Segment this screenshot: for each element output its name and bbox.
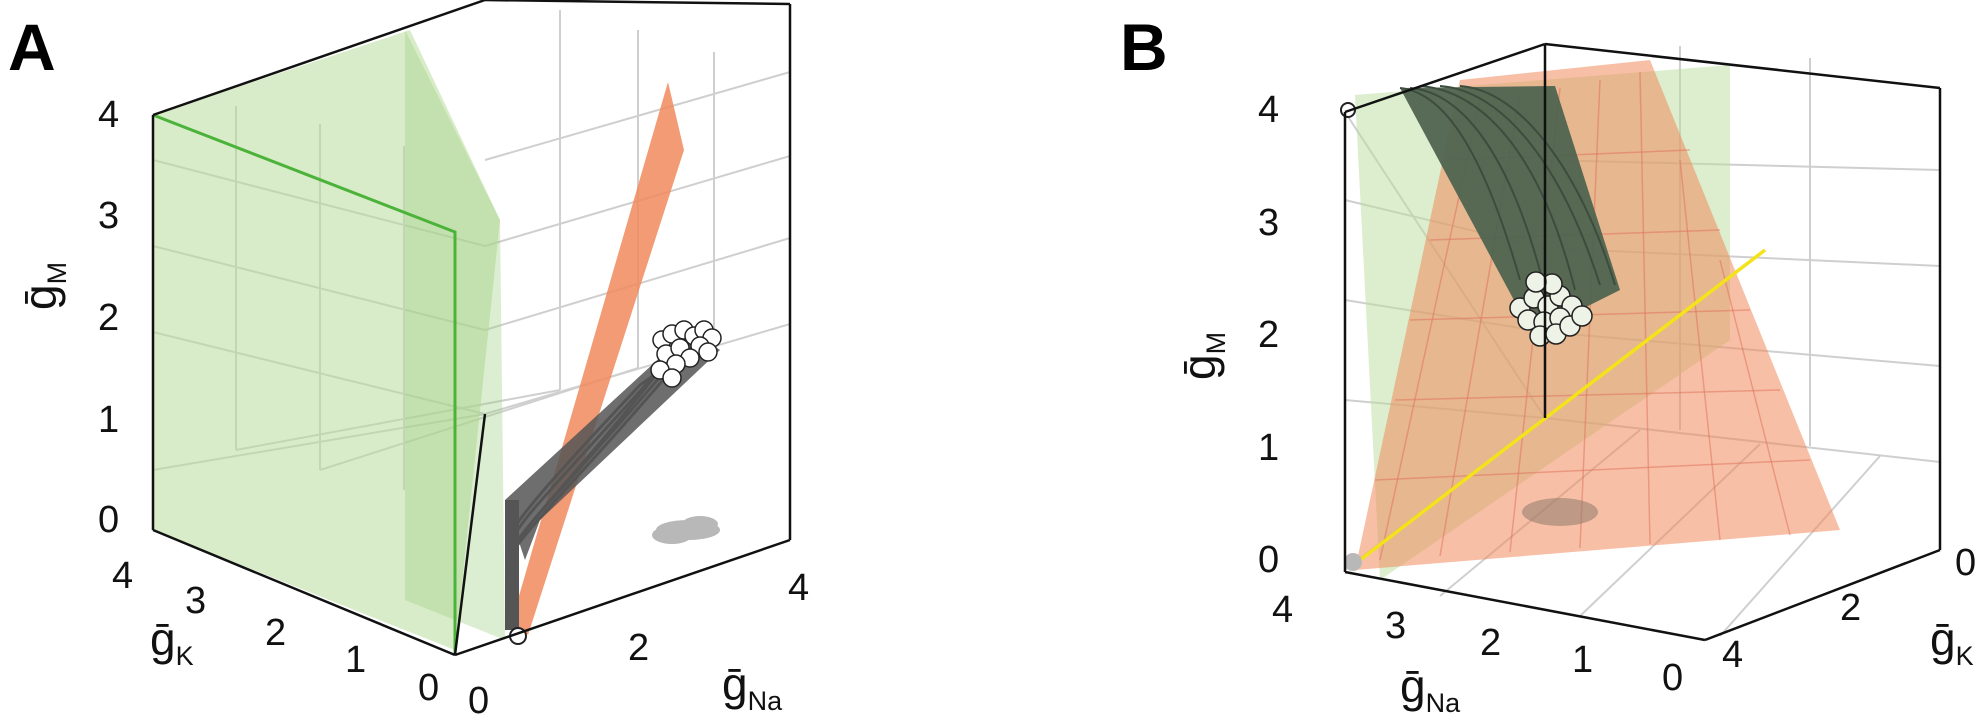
- panel-b-projections: [1522, 498, 1598, 526]
- panel-a-gm-tick-1: 1: [98, 399, 119, 441]
- panel-b-gm-tick-0: 0: [1258, 539, 1279, 581]
- panel-b-gk-label: ḡK: [1930, 613, 1974, 671]
- panel-b-gna-tick-1: 1: [1572, 639, 1593, 681]
- panel-a-gk-tick-1: 1: [345, 639, 366, 681]
- panel-a-gna-label: ḡNa: [722, 658, 783, 716]
- panel-a-gk-tick-4: 4: [112, 555, 133, 597]
- panel-b-gna-tick-2: 2: [1480, 622, 1501, 664]
- panel-b-label: B: [1120, 10, 1168, 84]
- panel-a-gk-tick-3: 3: [185, 580, 206, 622]
- panel-a-green-line: [152, 113, 457, 655]
- panel-a-end-cluster: [650, 320, 722, 388]
- panel-b-gm-tick-1: 1: [1258, 427, 1279, 469]
- panel-b-axes: [1343, 42, 1942, 642]
- panel-b-gna-tick-3: 3: [1385, 605, 1406, 647]
- panel-a-trajectory-bundle: [505, 330, 720, 560]
- panel-a-label: A: [8, 10, 56, 84]
- panel-b-gm-tick-3: 3: [1258, 202, 1279, 244]
- panel-a-gk-tick-0: 0: [418, 667, 439, 709]
- panel-a-gna-tick-2: 2: [628, 627, 649, 669]
- panel-a-gk-label: ḡK: [150, 613, 194, 671]
- panel-b-gk-tick-4: 4: [1722, 634, 1743, 676]
- panel-a-projections: [652, 516, 720, 544]
- panel-b: B: [1120, 10, 1976, 718]
- panel-a-gm-tick-2: 2: [98, 297, 119, 339]
- panel-b-yellow-line: [1358, 248, 1767, 562]
- panel-a-gna-tick-4: 4: [788, 567, 809, 609]
- panel-b-gm-label: ḡM: [1173, 332, 1231, 380]
- panel-b-gm-tick-2: 2: [1258, 314, 1279, 356]
- panel-b-orange-hatch: [1374, 71, 1811, 561]
- panel-b-gk-tick-2: 2: [1840, 587, 1861, 629]
- panel-a-gna-tick-0: 0: [468, 680, 489, 722]
- panel-b-origin-projection: [1344, 553, 1362, 571]
- panel-b-gna-tick-4: 4: [1272, 589, 1293, 631]
- panel-a-trajectory-stem: [505, 500, 519, 630]
- panel-a-gk-tick-2: 2: [265, 612, 286, 654]
- panel-a-gm-tick-0: 0: [98, 499, 119, 541]
- panel-b-gk-tick-0: 0: [1955, 542, 1976, 584]
- panel-b-gna-tick-0: 0: [1662, 657, 1683, 699]
- panel-a-gm-tick-4: 4: [98, 94, 119, 136]
- panel-a-axes: [151, 0, 792, 657]
- panel-b-gm-tick-4: 4: [1258, 89, 1279, 131]
- panel-a-gm-tick-3: 3: [98, 195, 119, 237]
- panel-a: A: [8, 0, 809, 722]
- panel-a-gm-label: ḡM: [14, 262, 72, 310]
- panel-b-trajectory-bundle: [1400, 86, 1620, 330]
- panel-a-green-plane: [153, 30, 500, 650]
- panel-b-gna-label: ḡNa: [1400, 660, 1461, 718]
- panel-b-trajectories: [1399, 85, 1616, 291]
